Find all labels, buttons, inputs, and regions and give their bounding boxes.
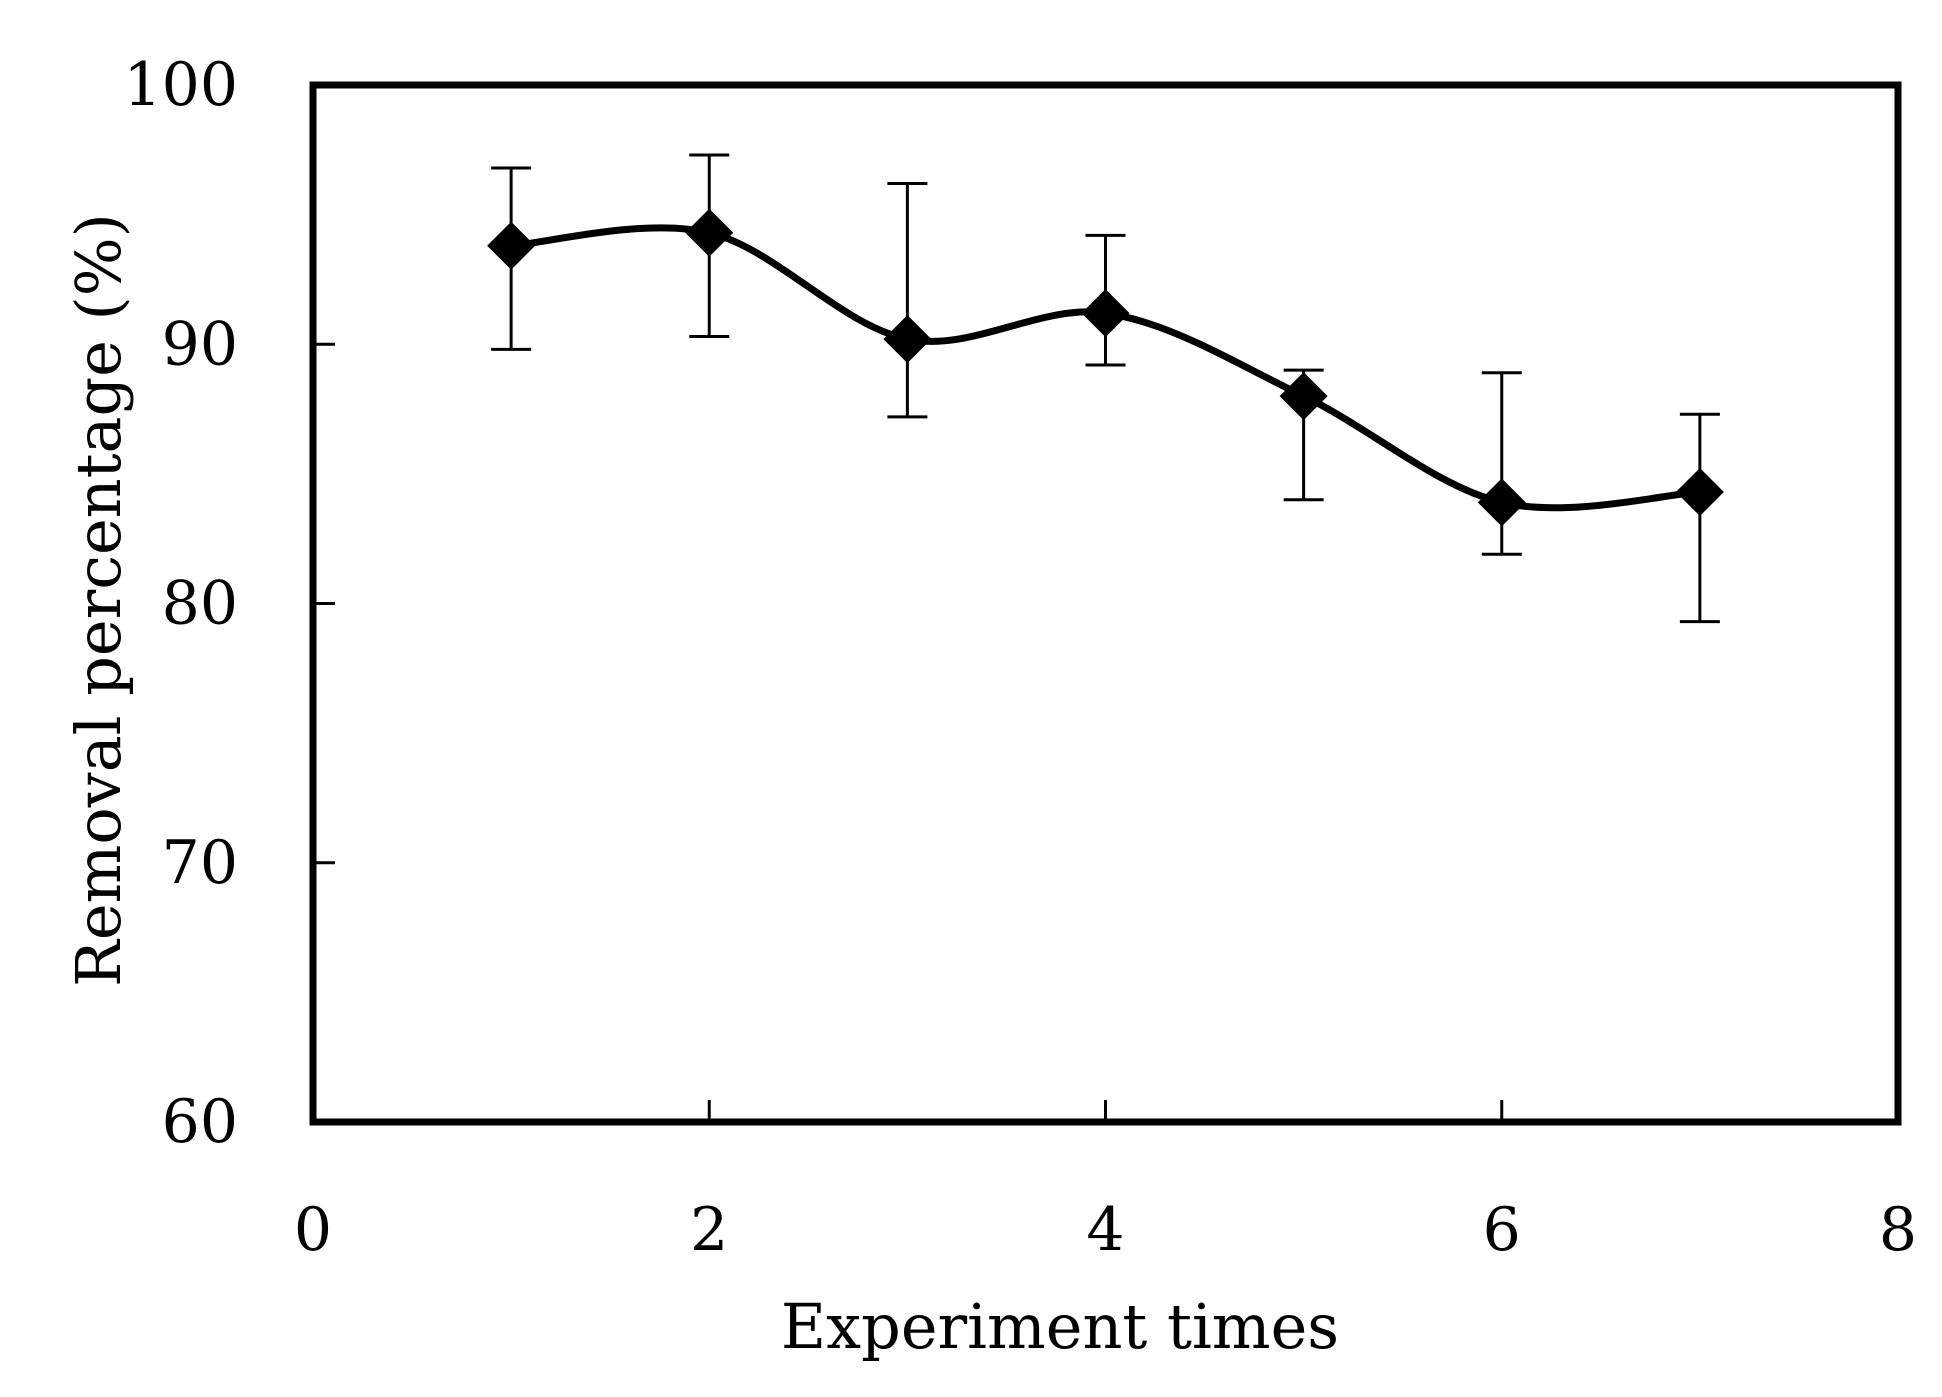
y-tick-label: 90 bbox=[162, 309, 238, 379]
x-axis-title: Experiment times bbox=[781, 1290, 1339, 1363]
y-tick-label: 70 bbox=[162, 828, 238, 898]
y-tick-label: 100 bbox=[123, 50, 238, 120]
data-point-marker bbox=[1081, 289, 1130, 338]
x-tick-label: 0 bbox=[294, 1195, 332, 1265]
data-point-marker bbox=[1477, 478, 1526, 527]
y-tick-label: 60 bbox=[162, 1087, 238, 1157]
data-point-marker bbox=[1279, 372, 1328, 421]
x-tick-label: 8 bbox=[1879, 1195, 1917, 1265]
error-bar bbox=[887, 182, 928, 419]
data-point-marker bbox=[487, 221, 536, 270]
data-point-marker bbox=[883, 315, 932, 364]
error-bar bbox=[1679, 412, 1720, 624]
x-tick-label: 4 bbox=[1086, 1195, 1124, 1265]
data-point-marker bbox=[685, 208, 734, 257]
y-tick-label: 80 bbox=[162, 569, 238, 639]
plot-frame bbox=[309, 81, 1902, 1126]
x-tick-label: 2 bbox=[690, 1195, 728, 1265]
y-axis-title: Removal percentage (%) bbox=[62, 213, 135, 987]
error-bar bbox=[1481, 371, 1522, 556]
data-point-marker bbox=[1675, 468, 1724, 517]
x-tick-label: 6 bbox=[1483, 1195, 1521, 1265]
